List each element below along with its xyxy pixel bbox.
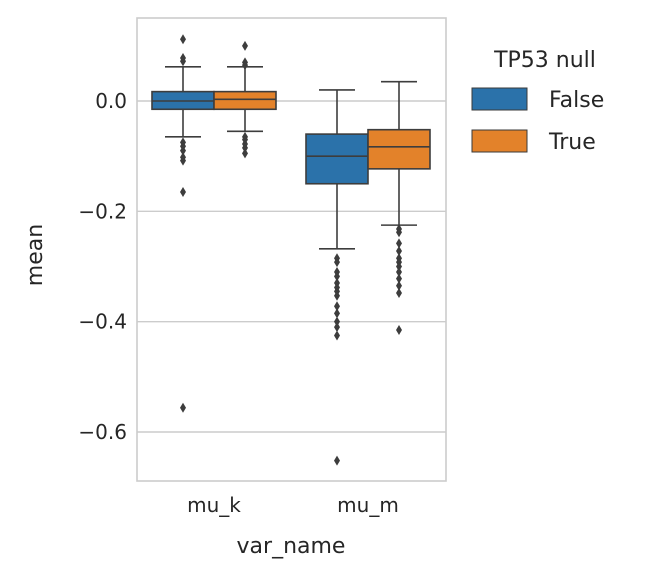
box-true-mu_m [367,80,431,335]
legend-label-false: False [549,88,604,113]
legend-label-true: True [548,130,596,155]
outlier-point [396,324,402,335]
outlier-point [334,322,340,333]
legend: TP53 null False True [471,48,604,155]
outlier-point [334,257,340,268]
plot-frame [136,17,447,482]
outlier-point [180,34,186,45]
y-tick-label: 0.0 [95,89,127,113]
legend-swatch-true [471,129,528,153]
box-true-mu_k [213,40,277,159]
outlier-point [334,455,340,466]
outlier-point [396,238,402,249]
outlier-point [334,271,340,282]
outlier-point [396,273,402,284]
outlier-point [242,40,248,51]
outlier-point [180,56,186,67]
y-tick-label: −0.4 [78,310,127,334]
x-tick-label: mu_k [187,493,241,517]
y-axis-label: mean [23,224,48,286]
outlier-point [334,290,340,301]
outlier-point [180,155,186,166]
y-tick-labels: 0.0 −0.2 −0.4 −0.6 [78,89,127,444]
outlier-point [396,227,402,238]
outlier-point [396,280,402,291]
outlier-point [242,142,248,153]
outlier-point [334,308,340,319]
outlier-point [180,145,186,156]
outlier-point [242,148,248,159]
outlier-point [396,246,402,257]
box-body [213,90,277,111]
grid-lines [137,100,446,433]
x-tick-label: mu_m [337,493,399,517]
outlier-point [334,316,340,327]
outlier-point [334,330,340,341]
outlier-point [396,261,402,272]
x-tick-labels: mu_k mu_m [187,493,399,517]
outlier-point [180,402,186,413]
y-tick-label: −0.2 [78,199,127,223]
box-false-mu_k [151,34,215,413]
outlier-point [334,301,340,312]
legend-title: TP53 null [493,48,596,73]
y-tick-label: −0.6 [78,420,127,444]
legend-swatch-false [471,87,528,111]
outlier-point [396,267,402,278]
outlier-point [180,187,186,198]
box-series [151,34,431,466]
outlier-point [396,287,402,298]
box-body [367,128,431,170]
outlier-point [242,60,248,71]
box-false-mu_m [305,89,369,466]
x-axis-label: var_name [237,534,346,559]
box-body [305,133,369,185]
